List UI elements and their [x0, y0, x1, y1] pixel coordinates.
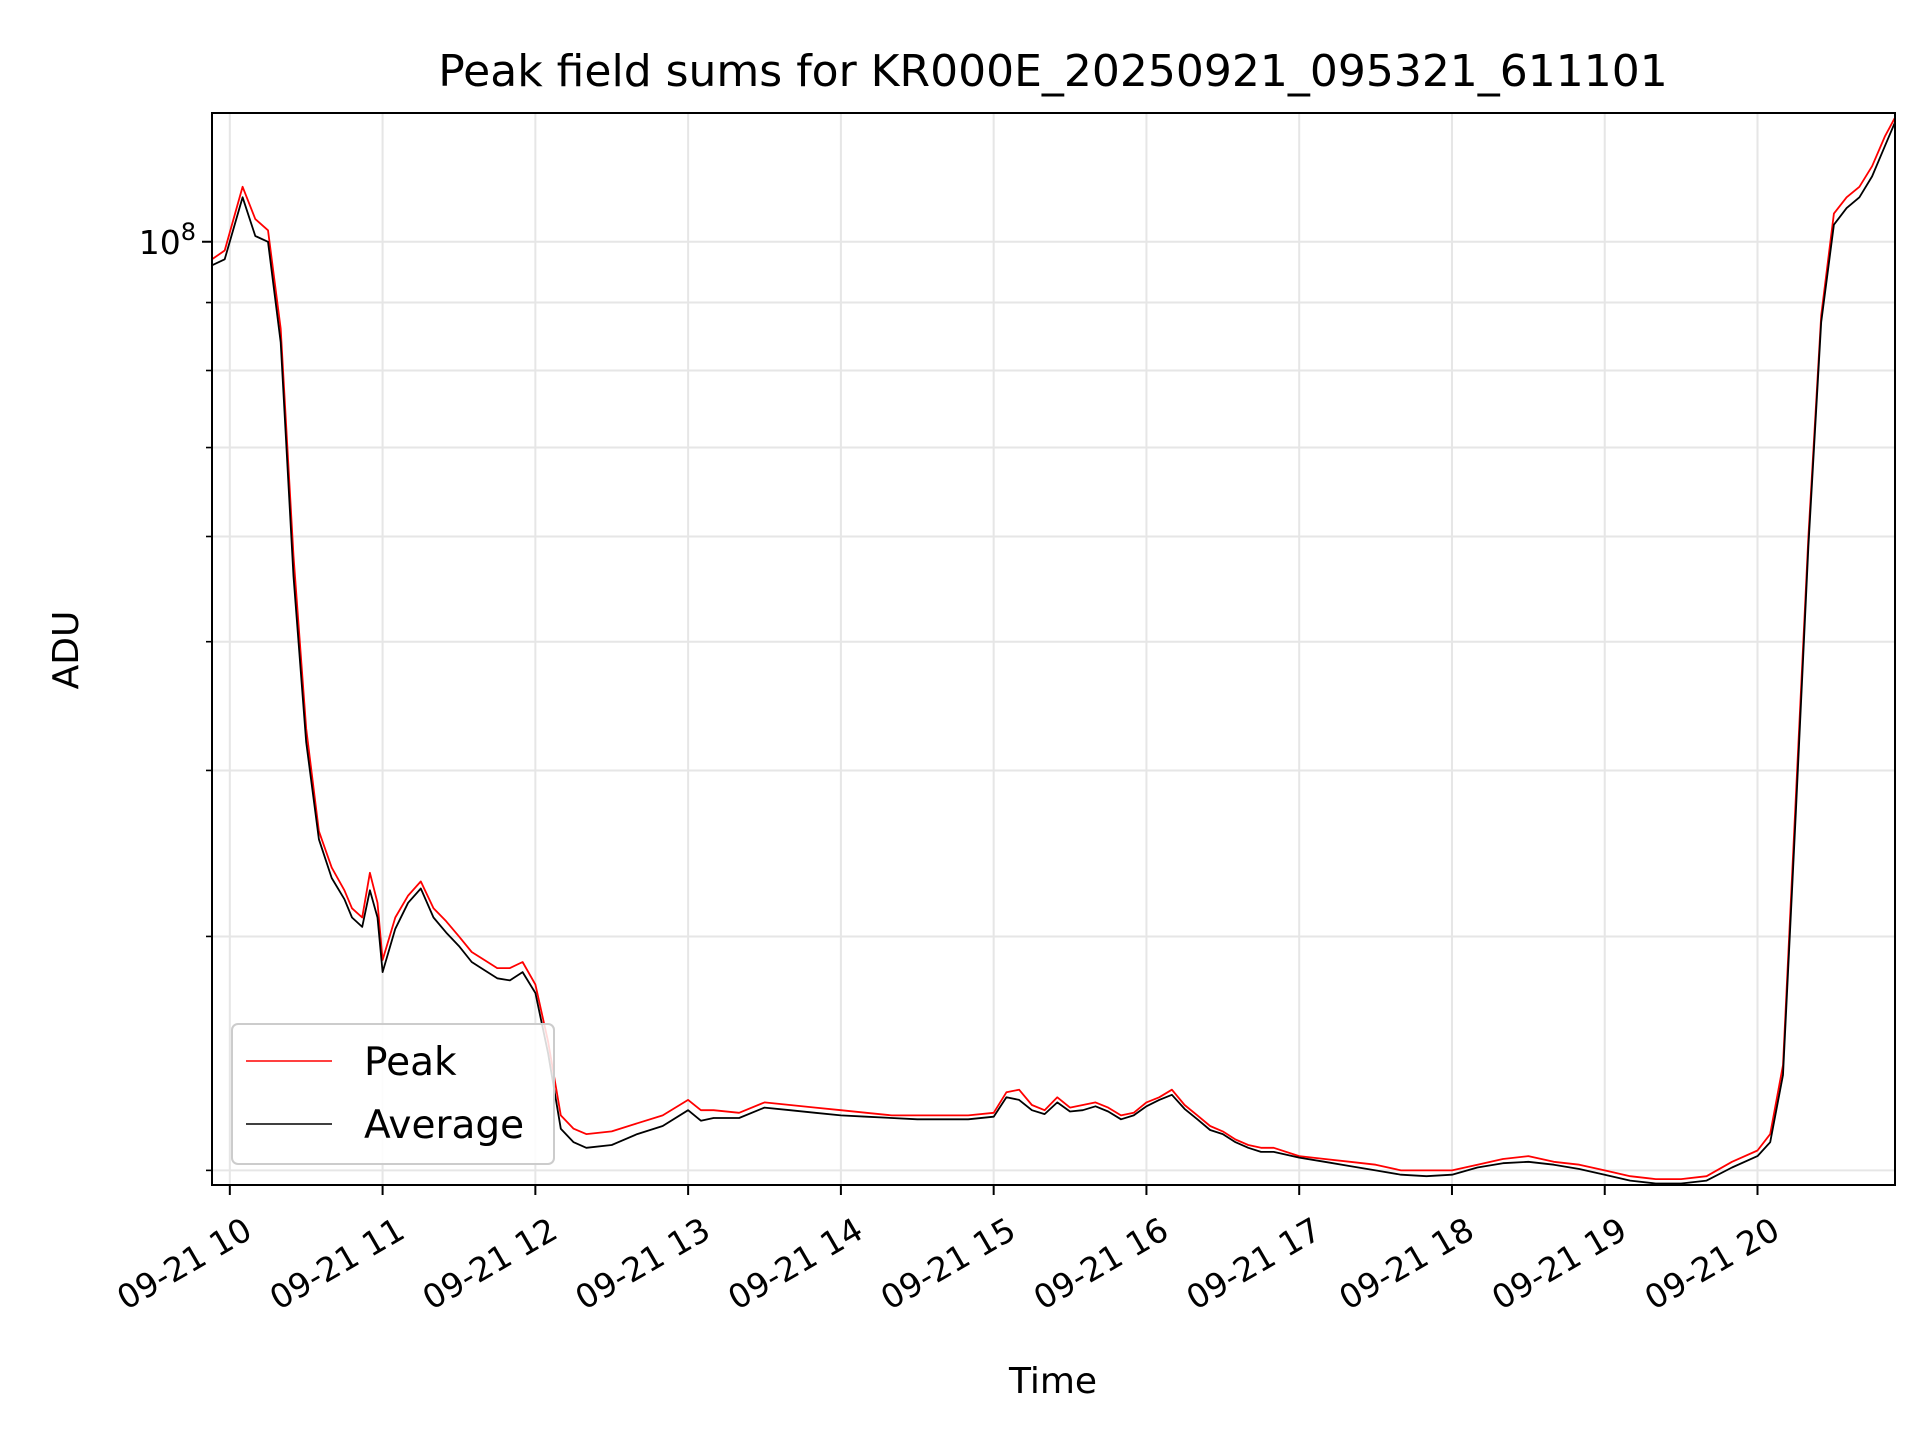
plot-frame	[211, 112, 1896, 1186]
legend-label-peak: Peak	[364, 1040, 457, 1085]
x-axis-label: Time	[1008, 1361, 1097, 1402]
y-tick-label: 108	[139, 218, 196, 262]
legend: Peak Average	[231, 1023, 555, 1165]
y-axis-label: ADU	[46, 611, 87, 690]
series-line-average	[211, 121, 1896, 1185]
chart-title: Peak field sums for KR000E_20250921_0953…	[438, 46, 1668, 97]
legend-box	[231, 1023, 555, 1165]
series-lines	[211, 117, 1896, 1185]
series-line-peak	[211, 117, 1896, 1180]
grid	[212, 113, 1895, 1185]
legend-label-average: Average	[364, 1103, 524, 1148]
